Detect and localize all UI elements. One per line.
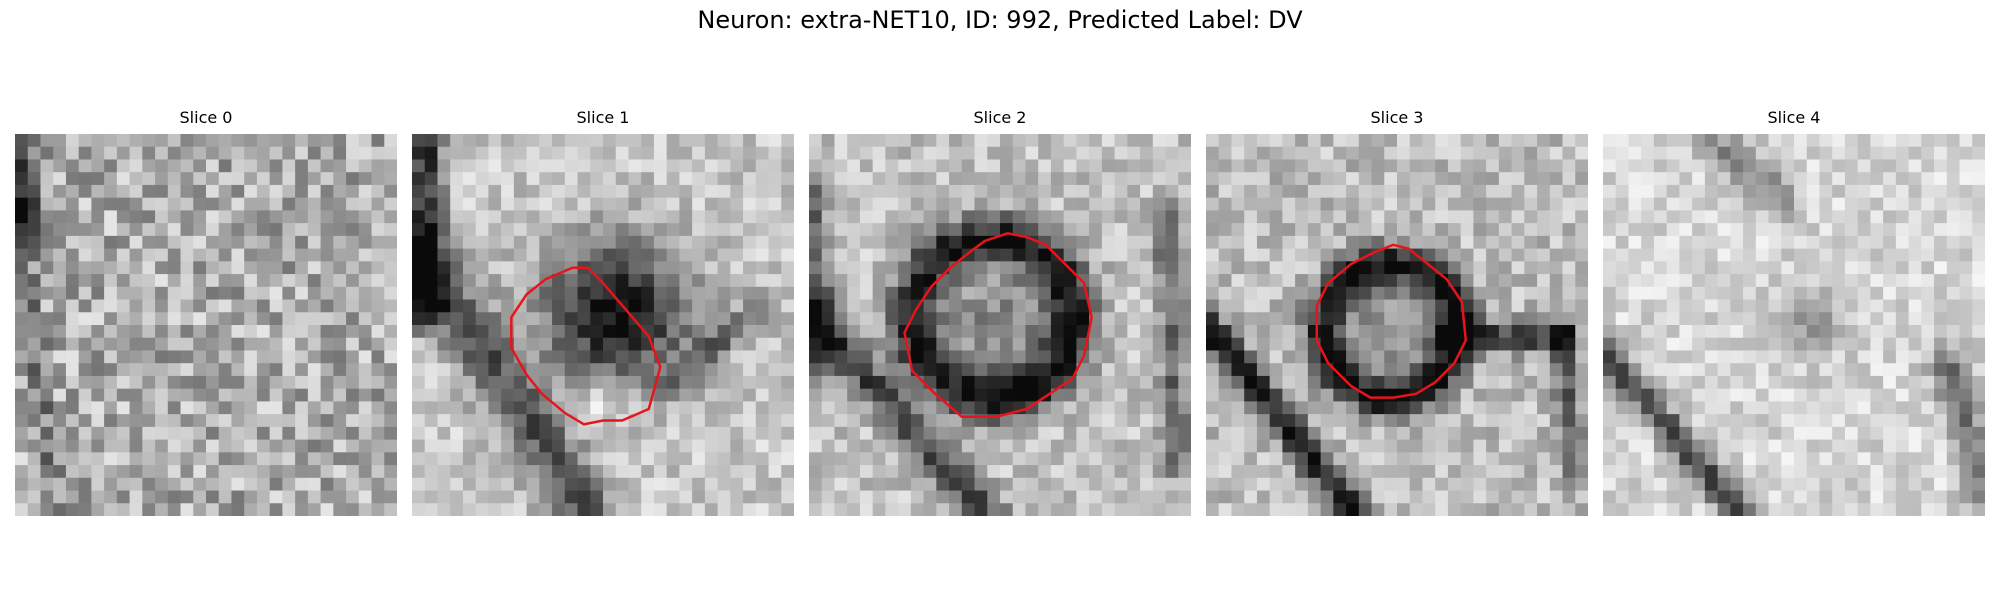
- slice-title-4: Slice 4: [1767, 108, 1821, 127]
- roi-contour: [903, 232, 1093, 418]
- slice-title-2: Slice 2: [973, 108, 1027, 127]
- slice-title-0: Slice 0: [179, 108, 233, 127]
- slice-image-0: [15, 134, 397, 516]
- slice-panel-0: Slice 0: [15, 108, 397, 524]
- slice-panel-3: Slice 3: [1206, 108, 1588, 524]
- slice-image-4: [1603, 134, 1985, 516]
- slice-image-1: [412, 134, 794, 516]
- slice-image-2: [809, 134, 1191, 516]
- slice-title-1: Slice 1: [576, 108, 630, 127]
- slice-title-3: Slice 3: [1370, 108, 1424, 127]
- slice-panel-4: Slice 4: [1603, 108, 1985, 524]
- roi-contour: [510, 266, 662, 426]
- roi-contour: [1315, 243, 1468, 399]
- slice-image-3: [1206, 134, 1588, 516]
- slice-panel-1: Slice 1: [412, 108, 794, 524]
- figure-title: Neuron: extra-NET10, ID: 992, Predicted …: [697, 6, 1303, 34]
- slice-panel-2: Slice 2: [809, 108, 1191, 524]
